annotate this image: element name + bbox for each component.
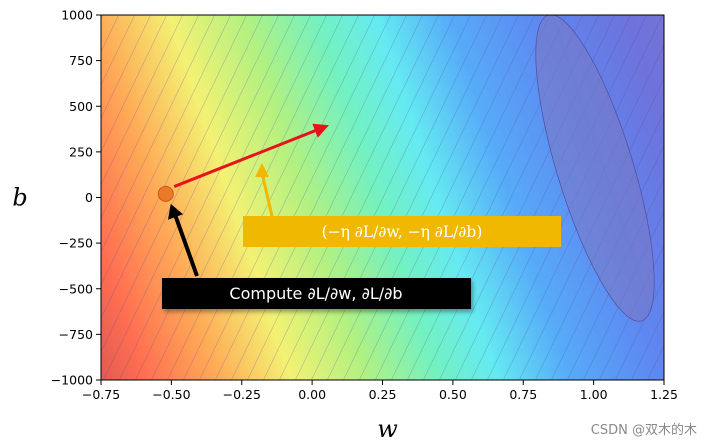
update-pointer-arrow [255, 163, 274, 217]
x-tick-label: 1.25 [650, 387, 678, 402]
minimum-contour-region [535, 15, 655, 322]
y-tick-label: −1000 [51, 373, 93, 388]
x-axis-ticks: −0.75 −0.50 −0.25 0.00 0.25 0.50 0.75 1.00 1.25 [82, 380, 678, 402]
compute-annotation-text: Compute ∂L/∂w, ∂L/∂b [229, 284, 402, 303]
y-tick-label: 250 [69, 144, 93, 159]
x-tick-label: −0.25 [223, 387, 261, 402]
y-tick-label: −500 [59, 281, 93, 296]
y-tick-label: 500 [69, 99, 93, 114]
watermark: CSDN @双木的木 [590, 423, 697, 438]
x-tick-label: −0.50 [152, 387, 190, 402]
update-annotation-text: (−η ∂L/∂w, −η ∂L/∂b) [322, 223, 483, 241]
y-tick-label: 750 [69, 53, 93, 68]
compute-annotation: Compute ∂L/∂w, ∂L/∂b [162, 278, 471, 309]
update-direction-arrow [173, 123, 329, 188]
x-axis-label: w [377, 415, 398, 443]
x-tick-label: 1.00 [580, 387, 608, 402]
plot-fade-overlay [101, 15, 664, 380]
y-tick-label: −750 [59, 327, 93, 342]
compute-pointer-arrow [168, 203, 199, 277]
x-tick-label: 0.00 [298, 387, 326, 402]
x-tick-label: 0.50 [439, 387, 467, 402]
plot-area [101, 15, 664, 380]
x-tick-label: 0.25 [369, 387, 397, 402]
y-tick-label: 0 [85, 190, 93, 205]
y-tick-label: 1000 [61, 8, 93, 23]
contour-lines [101, 15, 664, 380]
y-axis-label: b [12, 184, 27, 212]
current-parameter-point [157, 185, 174, 202]
x-tick-label: −0.75 [82, 387, 120, 402]
x-tick-label: 0.75 [509, 387, 537, 402]
y-axis-ticks: 1000 750 500 250 0 −250 −500 −750 −1000 [51, 8, 101, 388]
update-annotation: (−η ∂L/∂w, −η ∂L/∂b) [243, 216, 561, 247]
y-tick-label: −250 [59, 236, 93, 251]
